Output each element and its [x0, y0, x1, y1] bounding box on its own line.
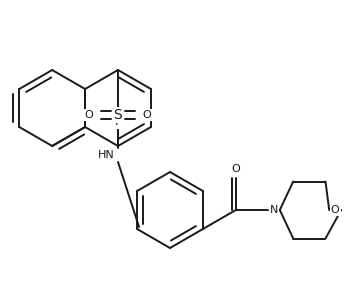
Text: O: O — [231, 164, 240, 174]
Text: S: S — [113, 108, 122, 122]
Text: N: N — [270, 205, 278, 215]
Text: HN: HN — [98, 150, 115, 160]
Text: F: F — [115, 114, 122, 128]
Text: O: O — [84, 110, 93, 120]
Text: O: O — [331, 205, 339, 215]
Text: O: O — [142, 110, 151, 120]
